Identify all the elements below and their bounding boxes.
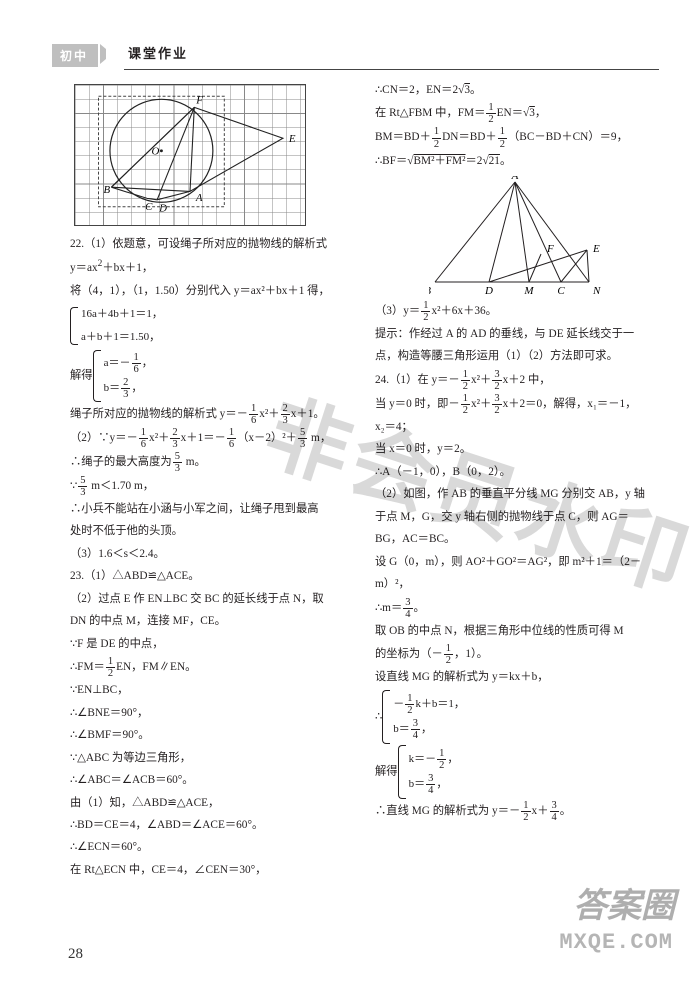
svg-text:D: D: [484, 285, 493, 294]
header-underline: [124, 69, 659, 70]
figure-triangle: A B D M C N E F: [429, 176, 607, 294]
watermark-corner-2: MXQE.COM: [559, 930, 673, 955]
figure-grid-circle: B CD A F E O: [74, 84, 306, 226]
svg-text:F: F: [195, 94, 203, 106]
svg-text:B: B: [429, 285, 431, 294]
svg-text:E: E: [288, 133, 296, 145]
header-arrow-inner: [106, 44, 118, 64]
header-title: 课堂作业: [128, 46, 188, 61]
column-left: BCDAFEO 22.（1）依题意，可设绳子所对应的抛物线的解析式y＝ax2＋b…: [70, 80, 355, 882]
svg-text:A: A: [195, 192, 203, 204]
svg-text:B: B: [103, 184, 110, 196]
header-tag: 初中: [52, 44, 98, 67]
svg-text:F: F: [546, 243, 554, 255]
svg-text:C: C: [557, 285, 565, 294]
svg-text:M: M: [523, 285, 534, 294]
svg-text:C: C: [145, 201, 153, 213]
svg-text:O: O: [152, 146, 160, 158]
page-number: 28: [68, 946, 83, 963]
page-header: 初中 课堂作业: [52, 44, 659, 68]
column-right: ∴CN＝2，EN＝2√3。在 Rt△FBM 中，FM＝12EN＝√3，BM＝BD…: [375, 80, 660, 824]
svg-text:D: D: [158, 203, 167, 215]
svg-text:A: A: [510, 176, 518, 182]
svg-text:N: N: [592, 285, 601, 294]
svg-text:E: E: [592, 243, 600, 255]
